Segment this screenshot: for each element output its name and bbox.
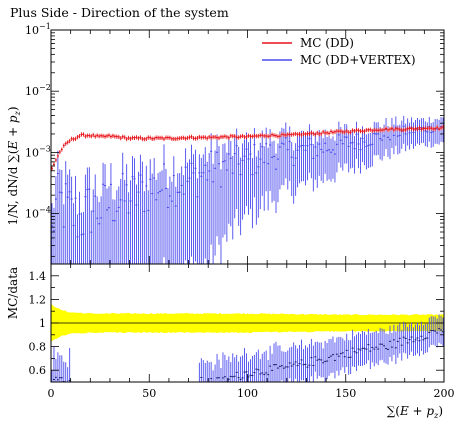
ratio-y-ticks: 0.6 0.8 1 1.2 1.4 — [29, 263, 444, 383]
main-y-label-close: ) — [6, 106, 20, 111]
main-y-tick-exponent: −3 — [39, 144, 51, 153]
main-y-axis-label: 1/N, dN/d ∑(E + pz) — [6, 106, 22, 225]
main-y-tick-exponent: −4 — [39, 206, 51, 215]
main-y-label-prefix: 1/N, dN/d ∑( — [6, 150, 20, 226]
main-y-label-E: E — [6, 141, 20, 151]
ratio-y-axis-label: MC/data — [6, 267, 20, 319]
main-y-tick-base: 10 — [25, 85, 39, 98]
legend-label-mc-dd: MC (DD) — [300, 36, 354, 50]
main-y-tick-exponent: −1 — [39, 22, 51, 31]
main-panel: 10−410−310−210−1 — [25, 22, 445, 265]
main-y-tick-base: 10 — [25, 146, 39, 159]
main-y-label-plus: + — [6, 123, 20, 141]
main-y-label-p: p — [6, 115, 20, 123]
main-y-tick-label: 10−2 — [25, 83, 51, 98]
legend-entry-mc-dd-vertex: MC (DD+VERTEX) — [262, 53, 416, 67]
ratio-plot-area — [51, 314, 444, 382]
main-y-ticks: 10−410−310−210−1 — [25, 22, 445, 264]
x-label-p: p — [426, 404, 434, 418]
x-tick-label: 150 — [335, 387, 356, 400]
x-tick-label: 0 — [48, 387, 55, 400]
x-label-sub: z — [433, 411, 439, 420]
chart-title: Plus Side - Direction of the system — [10, 5, 229, 20]
main-y-tick-label: 10−3 — [25, 144, 51, 159]
series-mc-dd — [51, 125, 444, 171]
x-label-plus: + — [409, 404, 427, 418]
legend-label-mc-dd-vertex: MC (DD+VERTEX) — [300, 53, 416, 67]
x-axis-label: ∑(E + pz) — [387, 404, 443, 420]
x-tick-label: 200 — [434, 387, 455, 400]
ratio-y-tick-label: 1.4 — [29, 270, 47, 283]
main-y-tick-label: 10−4 — [25, 206, 51, 221]
main-y-tick-base: 10 — [25, 208, 39, 221]
ratio-y-tick-label: 0.6 — [29, 364, 47, 377]
series-mc-dd-vertex — [51, 115, 444, 264]
ratio-series — [51, 314, 444, 382]
ratio-x-ticks: 0 50 100 150 200 — [48, 264, 455, 400]
ratio-y-tick-label: 1.2 — [29, 293, 47, 306]
x-tick-label: 50 — [142, 387, 156, 400]
main-y-tick-label: 10−1 — [25, 22, 51, 37]
main-y-tick-base: 10 — [25, 24, 39, 37]
main-plot-area — [51, 115, 444, 264]
x-label-prefix: ∑( — [387, 404, 400, 418]
x-tick-label: 100 — [237, 387, 258, 400]
x-label-E: E — [399, 404, 409, 418]
ratio-y-tick-label: 0.8 — [29, 341, 47, 354]
x-label-close: ) — [438, 404, 443, 418]
main-y-tick-exponent: −2 — [39, 83, 51, 92]
main-y-label-sub: z — [13, 110, 22, 116]
ratio-panel: 0.6 0.8 1 1.2 1.4 0 50 100 150 200 — [29, 263, 455, 400]
legend: MC (DD) MC (DD+VERTEX) — [262, 36, 416, 67]
ratio-y-tick-label: 1 — [39, 317, 46, 330]
legend-entry-mc-dd: MC (DD) — [262, 36, 354, 50]
